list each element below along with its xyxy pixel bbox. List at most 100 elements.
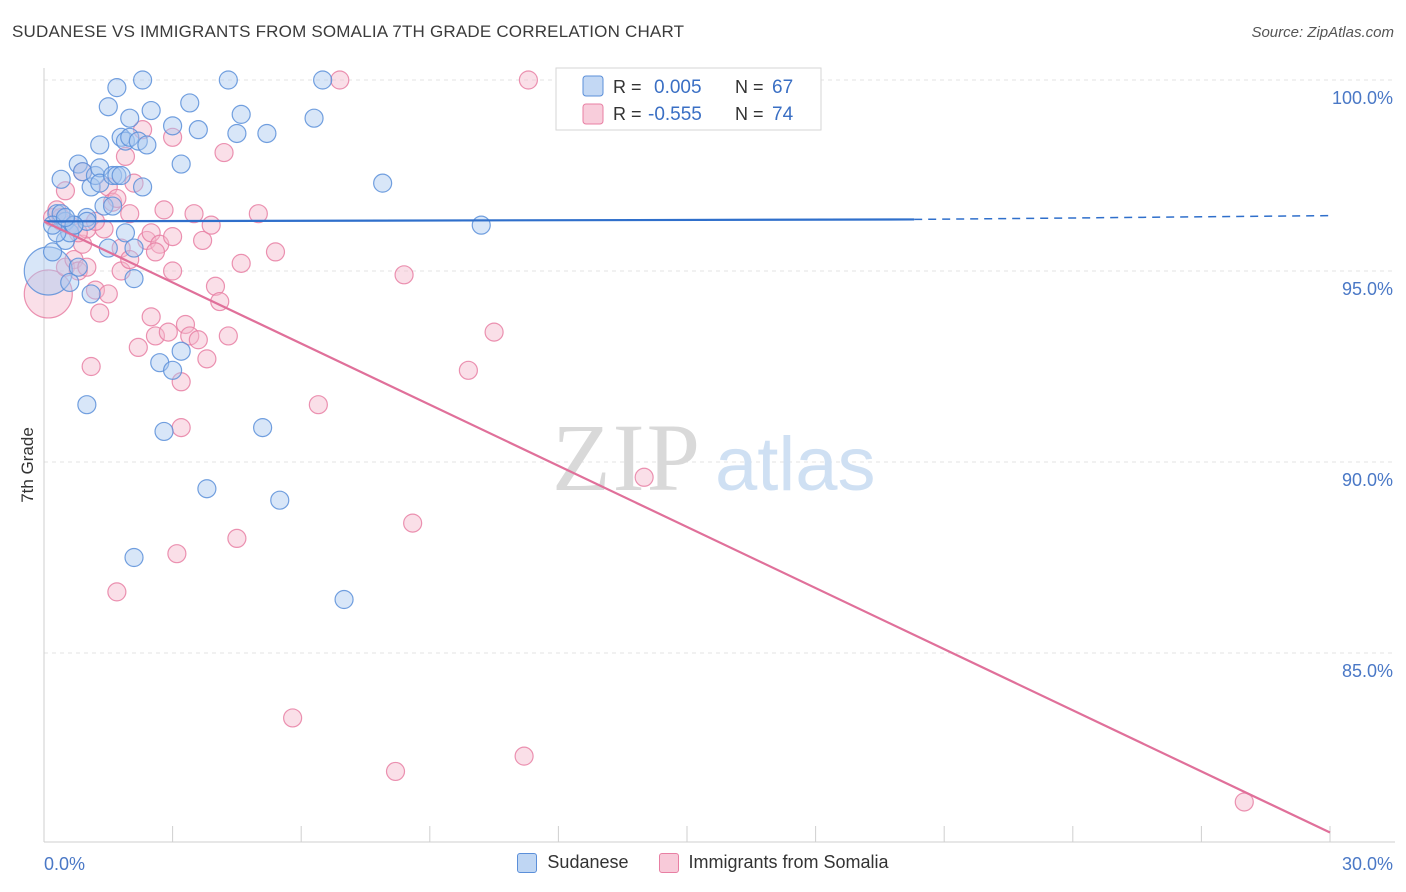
x-tick-label-right: 30.0% bbox=[1342, 854, 1393, 874]
somalia-point bbox=[90, 303, 110, 323]
grid-lines bbox=[44, 79, 1395, 654]
sudanese-point bbox=[137, 135, 157, 155]
legend-item-somalia[interactable]: Immigrants from Somalia bbox=[658, 852, 889, 873]
somalia-point bbox=[55, 181, 76, 201]
sudanese-trend-line bbox=[43, 218, 915, 223]
sudanese-point bbox=[124, 238, 144, 258]
sudanese-point bbox=[163, 116, 183, 136]
somalia-point bbox=[193, 230, 213, 251]
somalia-point bbox=[163, 227, 183, 247]
sudanese-point bbox=[171, 341, 191, 361]
somalia-point bbox=[385, 761, 406, 782]
sudanese-point bbox=[141, 100, 161, 121]
sudanese-point bbox=[334, 589, 354, 610]
legend-swatch-blue bbox=[582, 75, 604, 97]
sudanese-point bbox=[171, 154, 191, 174]
legend-r-label-1: R = bbox=[613, 77, 642, 97]
legend-box: R = 0.005 N = 67 R = -0.555 N = 74 bbox=[555, 67, 822, 131]
sudanese-point bbox=[102, 196, 123, 216]
bottom-legend: Sudanese Immigrants from Somalia bbox=[0, 852, 1406, 873]
sudanese-point bbox=[132, 177, 153, 197]
legend-swatch-somalia bbox=[658, 852, 679, 873]
watermark-zip: ZIP bbox=[552, 404, 702, 511]
sudanese-point bbox=[231, 104, 251, 124]
somalia-point bbox=[145, 242, 166, 262]
sudanese-point bbox=[124, 547, 144, 568]
sudanese-point bbox=[90, 135, 110, 155]
somalia-point bbox=[197, 349, 217, 369]
somalia-point bbox=[163, 127, 183, 147]
somalia-point bbox=[458, 360, 478, 380]
somalia-point bbox=[248, 204, 268, 224]
sudanese-point bbox=[55, 207, 76, 228]
sudanese-point bbox=[42, 242, 63, 262]
somalia-point bbox=[265, 242, 286, 262]
legend-label-somalia: Immigrants from Somalia bbox=[688, 852, 889, 872]
somalia-point bbox=[514, 746, 534, 766]
sudanese-point bbox=[120, 108, 140, 128]
sudanese-point bbox=[81, 284, 101, 304]
somalia-point bbox=[141, 307, 161, 327]
sudanese-point bbox=[107, 165, 127, 186]
sudanese-point bbox=[163, 360, 183, 380]
legend-r-value-2: -0.555 bbox=[648, 104, 702, 125]
sudanese-point bbox=[98, 97, 118, 117]
sudanese-point bbox=[77, 395, 97, 415]
somalia-point bbox=[518, 70, 538, 90]
somalia-point bbox=[120, 204, 140, 224]
sudanese-point bbox=[124, 269, 144, 289]
somalia-point bbox=[107, 582, 127, 602]
somalia-point bbox=[205, 276, 226, 296]
sudanese-point bbox=[197, 479, 217, 499]
legend-label-sudanese: Sudanese bbox=[547, 852, 629, 872]
somalia-point bbox=[218, 326, 238, 346]
somalia-point bbox=[403, 513, 423, 533]
legend-swatch-sudanese bbox=[517, 852, 538, 873]
sudanese-point bbox=[313, 70, 333, 90]
legend-item-sudanese[interactable]: Sudanese bbox=[517, 852, 629, 873]
watermark: ZIP atlas bbox=[552, 404, 876, 511]
sudanese-point bbox=[257, 123, 277, 144]
sudanese-point bbox=[304, 108, 324, 128]
somalia-point bbox=[175, 314, 196, 335]
sudanese-point bbox=[218, 70, 238, 90]
somalia-point bbox=[128, 337, 148, 357]
sudanese-point bbox=[180, 93, 200, 113]
sudanese-trend-extension bbox=[914, 214, 1331, 221]
somalia-trend-line bbox=[43, 220, 1331, 834]
legend-r-value-1: 0.005 bbox=[654, 77, 702, 98]
somalia-point bbox=[81, 356, 101, 377]
somalia-point bbox=[145, 326, 166, 346]
sudanese-point bbox=[60, 272, 80, 293]
somalia-point bbox=[283, 708, 303, 728]
sudanese-point bbox=[253, 418, 273, 438]
legend-n-label-2: N = bbox=[735, 104, 764, 124]
sudanese-point bbox=[373, 173, 393, 193]
y-tick-label: 100.0% bbox=[1332, 88, 1393, 108]
legend-n-value-2: 74 bbox=[772, 104, 794, 125]
legend-swatch-pink bbox=[582, 103, 604, 125]
axes bbox=[43, 68, 1395, 843]
somalia-point bbox=[330, 70, 350, 90]
legend-n-label-1: N = bbox=[735, 77, 764, 97]
legend-r-label-2: R = bbox=[613, 104, 642, 124]
y-axis-title: 7th Grade bbox=[18, 427, 37, 503]
somalia-point bbox=[214, 142, 234, 163]
y-tick-label: 90.0% bbox=[1342, 470, 1393, 490]
sudanese-point bbox=[51, 169, 71, 189]
y-tick-label: 95.0% bbox=[1342, 279, 1393, 299]
sudanese-point bbox=[68, 257, 88, 277]
watermark-atlas: atlas bbox=[715, 422, 876, 507]
somalia-point bbox=[184, 204, 204, 224]
somalia-point bbox=[115, 146, 136, 166]
somalia-point bbox=[171, 418, 191, 438]
somalia-point bbox=[163, 261, 183, 281]
y-tick-labels: 100.0% 95.0% 90.0% 85.0% bbox=[1332, 88, 1393, 681]
sudanese-point bbox=[111, 165, 131, 186]
somalia-point bbox=[227, 528, 247, 549]
trend-lines bbox=[43, 214, 1331, 834]
y-tick-label: 85.0% bbox=[1342, 661, 1393, 681]
somalia-point bbox=[167, 544, 187, 564]
sudanese-point bbox=[115, 223, 136, 243]
sudanese-point bbox=[270, 490, 290, 510]
